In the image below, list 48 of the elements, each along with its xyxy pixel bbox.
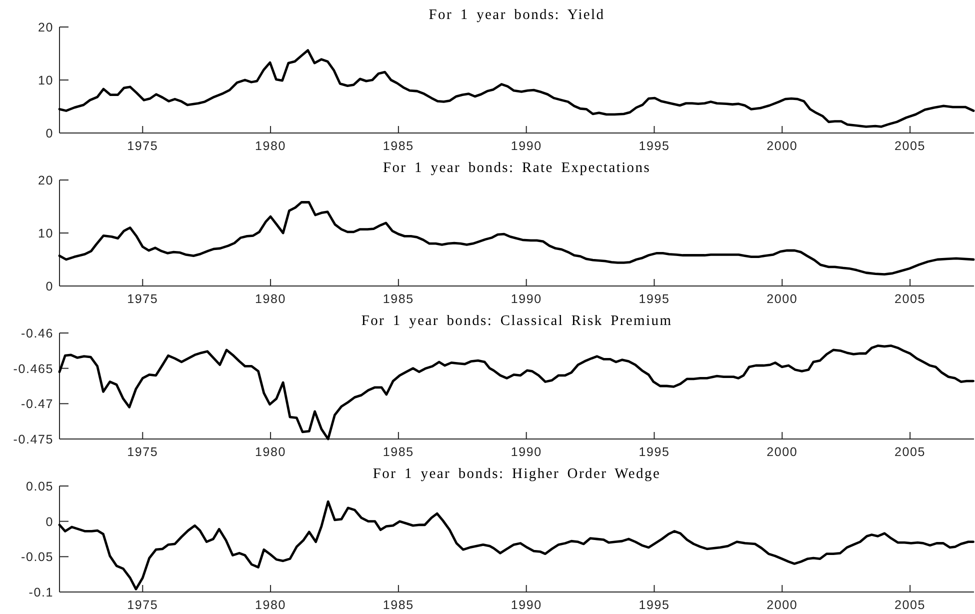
x-tick-label: 2000 [766,598,798,612]
x-tick-label: 1995 [638,598,670,612]
x-tick-label: 1990 [510,445,542,459]
x-tick-label: 2005 [894,445,926,459]
chart-title: For 1 year bonds: Higher Order Wedge [372,466,661,482]
x-tick-label: 1980 [255,598,286,612]
x-tick-label: 2000 [766,139,798,153]
x-tick-label: 1975 [127,445,158,459]
chart-title: For 1 year bonds: Rate Expectations [382,160,651,176]
x-tick-label: 2000 [766,445,798,459]
y-tick-label: 0 [46,126,54,140]
y-tick-label: -0.1 [28,586,54,600]
x-tick-label: 2005 [894,598,926,612]
x-tick-label: 1985 [382,598,414,612]
y-tick-label: -0.46 [21,326,54,340]
line-series [58,201,975,276]
x-tick-label: 1980 [255,292,286,306]
y-tick-label: 10 [38,74,54,88]
y-tick-label: 20 [38,174,54,188]
x-tick-label: 1985 [382,292,414,306]
x-tick-label: 1985 [382,139,414,153]
x-tick-label: 1975 [127,292,158,306]
y-tick-label: 0.05 [26,480,54,494]
y-tick-label: -0.465 [13,362,54,376]
chart-title: For 1 year bonds: Classical Risk Premium [361,313,672,329]
chart-title: For 1 year bonds: Yield [428,7,605,23]
x-tick-label: 1980 [255,445,286,459]
y-tick-label: -0.05 [21,550,54,564]
x-tick-label: 1995 [638,445,670,459]
x-tick-label: 1995 [638,139,670,153]
x-tick-label: 1990 [510,292,542,306]
y-tick-label: 10 [38,226,54,240]
y-tick-label: -0.47 [21,397,54,412]
x-tick-label: 2000 [766,292,798,306]
x-tick-label: 1975 [127,598,158,612]
x-tick-label: 1980 [255,139,286,153]
x-tick-label: 2005 [894,139,926,153]
y-tick-label: 20 [38,20,54,34]
y-tick-label: 0 [46,514,54,529]
x-tick-label: 1990 [510,598,542,612]
x-tick-label: 1985 [382,445,414,459]
y-tick-label: -0.475 [13,432,54,446]
x-tick-label: 1995 [638,292,670,306]
x-tick-label: 1975 [127,139,158,153]
line-series [58,49,975,128]
y-tick-label: 0 [46,280,54,294]
x-tick-label: 1990 [510,139,542,153]
x-tick-label: 2005 [894,292,926,306]
